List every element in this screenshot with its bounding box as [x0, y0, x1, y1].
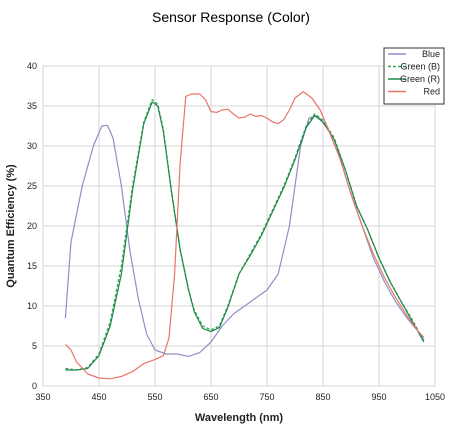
x-axis-ticks: 350 450 550 650 750 850 950 1050	[35, 392, 445, 402]
legend-label: Green (B)	[400, 62, 440, 72]
x-tick-label: 550	[147, 392, 162, 402]
y-tick-label: 25	[27, 181, 37, 191]
grid-lines	[42, 65, 436, 387]
x-tick-label: 650	[203, 392, 218, 402]
chart-legend: Blue Green (B) Green (R) Red	[383, 47, 445, 105]
legend-label: Red	[423, 87, 440, 97]
legend-label: Blue	[422, 49, 440, 59]
x-tick-label: 950	[371, 392, 386, 402]
chart-title: Sensor Response (Color)	[152, 9, 310, 25]
series-lines	[64, 91, 425, 380]
y-axis-ticks: 0 5 10 15 20 25 30 35 40	[27, 61, 37, 391]
x-tick-label: 850	[315, 392, 330, 402]
x-tick-label: 450	[91, 392, 106, 402]
y-tick-label: 20	[27, 221, 37, 231]
legend-box	[383, 47, 445, 105]
series-line-3	[64, 91, 425, 380]
y-tick-label: 30	[27, 141, 37, 151]
y-tick-label: 10	[27, 301, 37, 311]
x-axis-label: Wavelength (nm)	[195, 412, 284, 424]
y-axis-label: Quantum Efficiency (%)	[5, 164, 17, 288]
x-tick-label: 1050	[425, 392, 445, 402]
x-tick-label: 350	[35, 392, 50, 402]
y-tick-label: 15	[27, 261, 37, 271]
series-line-2	[65, 101, 425, 371]
legend-label: Green (R)	[400, 74, 440, 84]
y-tick-label: 35	[27, 101, 37, 111]
y-tick-label: 0	[32, 381, 37, 391]
y-tick-label: 40	[27, 61, 37, 71]
y-tick-label: 5	[32, 341, 37, 351]
x-tick-label: 750	[259, 392, 274, 402]
